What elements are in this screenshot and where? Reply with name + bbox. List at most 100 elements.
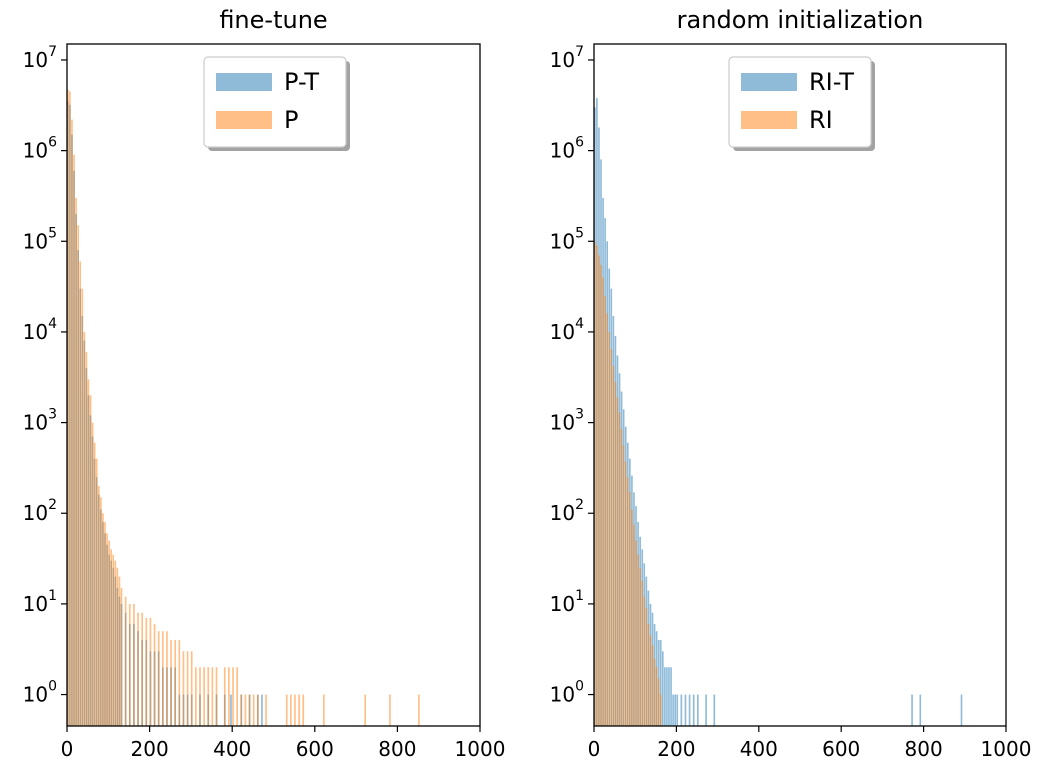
histogram-bar [137, 612, 139, 726]
histogram-bar [672, 694, 674, 726]
histogram-bar [145, 617, 148, 726]
histogram-bar [112, 554, 115, 726]
histogram-bar [69, 91, 71, 726]
histogram-bar [608, 331, 611, 726]
histogram-bar [713, 694, 716, 726]
histogram-bar [77, 225, 79, 726]
histogram-bar [631, 509, 633, 726]
histogram-bar [290, 694, 292, 726]
histogram-bar [71, 119, 73, 726]
y-tick: 102 [23, 497, 67, 525]
x-tick: 0 [61, 726, 74, 761]
chart-title-random-initialization: random initialization [677, 6, 924, 34]
legend-box [203, 56, 347, 148]
histogram-bar [223, 667, 226, 726]
x-tick-label: 0 [588, 737, 601, 761]
histogram-bar [106, 533, 108, 726]
histogram-bar [100, 497, 102, 726]
histogram-bar [67, 89, 69, 726]
histogram-bar [207, 667, 210, 726]
y-tick: 104 [23, 316, 67, 344]
histogram-bar [641, 580, 644, 726]
y-tick-label: 107 [550, 44, 584, 72]
histogram-bar [73, 154, 75, 726]
legend-label: P-T [284, 68, 319, 96]
bars-random-initialization [594, 98, 963, 727]
x-tick-label: 800 [378, 737, 416, 761]
histogram-bar [285, 694, 288, 726]
x-tick: 400 [740, 726, 778, 761]
y-tick-label: 103 [550, 407, 584, 435]
y-tick: 107 [23, 44, 67, 72]
x-tick-label: 200 [657, 737, 695, 761]
histogram-bar [133, 603, 135, 726]
histogram-bar [919, 694, 922, 726]
histogram-bar [647, 624, 650, 726]
histogram-bar [215, 667, 218, 726]
legend-label: RI-T [809, 68, 854, 96]
x-tick: 800 [905, 726, 943, 761]
x-tick: 400 [213, 726, 251, 761]
x-tick: 1000 [455, 726, 506, 761]
histogram-bar [294, 694, 296, 726]
histogram-bar [190, 651, 193, 726]
histogram-bar [600, 264, 602, 726]
legend-swatch [741, 111, 797, 129]
histogram-bar [149, 617, 152, 726]
histogram-bar [261, 694, 263, 726]
histogram-bar [203, 667, 205, 726]
histogram-bar [116, 567, 119, 726]
y-tick-label: 102 [550, 497, 584, 525]
y-tick: 100 [550, 679, 594, 707]
histogram-bar [228, 667, 230, 726]
y-tick-label: 101 [23, 588, 57, 616]
y-tick: 103 [23, 407, 67, 435]
series-ri-bars [594, 241, 662, 726]
series-ri-t-bars [594, 98, 963, 727]
y-tick: 104 [550, 316, 594, 344]
histogram-bar [657, 678, 660, 726]
histogram-bar [182, 651, 185, 726]
x-tick-label: 1000 [455, 737, 506, 761]
histogram-bar [960, 694, 963, 726]
histogram-bar [651, 645, 654, 726]
histogram-bar [166, 631, 168, 726]
y-tick: 101 [550, 588, 594, 616]
x-tick-label: 400 [740, 737, 778, 761]
histogram-bar [635, 540, 637, 726]
histogram-bar [680, 694, 683, 726]
y-tick: 102 [550, 497, 594, 525]
legend-swatch [216, 73, 272, 91]
histogram-bar [174, 639, 177, 726]
bars-fine-tune [67, 89, 420, 727]
histogram-bar [610, 348, 613, 726]
legend-label: RI [809, 106, 833, 134]
x-tick: 600 [296, 726, 334, 761]
histogram-bar [664, 667, 666, 726]
histogram-bar [624, 461, 627, 726]
histogram-bar [692, 694, 695, 726]
histogram-bar [655, 667, 658, 726]
histogram-bar [199, 667, 201, 726]
histogram-bar [110, 549, 113, 726]
x-tick-label: 0 [61, 737, 74, 761]
histogram-bar [83, 331, 86, 726]
x-tick-label: 400 [213, 737, 251, 761]
histogram-bar [602, 277, 604, 726]
y-tick-label: 100 [550, 679, 584, 707]
histogram-bar [688, 694, 691, 726]
histogram-bar [170, 639, 172, 726]
x-tick: 200 [657, 726, 695, 761]
x-tick-label: 1000 [981, 737, 1032, 761]
histogram-bar [141, 612, 143, 726]
histogram-bar [75, 198, 77, 726]
histogram-bar [626, 477, 629, 726]
histogram-bar [104, 522, 106, 726]
y-axis-random-initialization: 100 101 102 103 104 105 106 107 [550, 44, 594, 707]
histogram-bar [161, 631, 164, 726]
histogram-bar [649, 635, 652, 726]
y-tick-label: 103 [23, 407, 57, 435]
histogram-bar [95, 458, 98, 726]
histogram-bar [230, 694, 232, 726]
